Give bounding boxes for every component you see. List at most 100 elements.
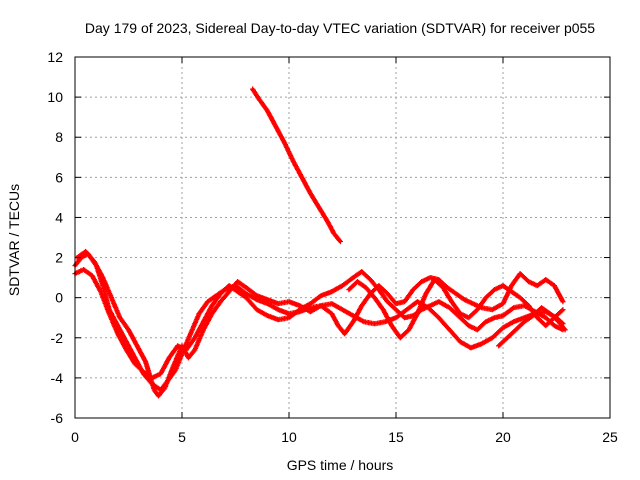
data-point — [219, 300, 222, 303]
data-point — [110, 296, 113, 299]
data-point — [356, 280, 359, 283]
data-point — [381, 308, 385, 311]
series-track-2 — [72, 267, 566, 381]
data-point — [501, 302, 505, 305]
data-point — [347, 288, 351, 291]
data-point — [510, 284, 513, 287]
data-point — [510, 290, 513, 293]
data-point — [266, 298, 269, 301]
data-point — [394, 308, 398, 311]
data-point — [429, 276, 432, 279]
data-point — [309, 306, 312, 309]
y-tick-label: 2 — [55, 250, 63, 266]
data-point — [527, 280, 530, 283]
data-point — [298, 308, 301, 311]
data-point — [469, 346, 473, 350]
data-point — [219, 292, 222, 295]
data-point — [332, 232, 336, 235]
data-point — [133, 362, 137, 366]
data-point — [319, 294, 323, 297]
data-point — [416, 300, 419, 303]
x-tick-label: 25 — [602, 429, 618, 445]
data-point — [125, 340, 128, 343]
data-point — [352, 320, 355, 323]
series-track-6 — [496, 305, 568, 349]
data-point — [236, 290, 239, 293]
data-point — [287, 316, 291, 319]
data-point — [206, 300, 209, 303]
data-point — [377, 284, 381, 287]
data-point — [189, 332, 192, 335]
x-tick-label: 5 — [178, 429, 186, 445]
series-track-4 — [250, 86, 343, 245]
data-point — [557, 320, 560, 323]
data-point — [90, 274, 94, 277]
data-point — [93, 260, 96, 263]
data-point — [403, 316, 406, 319]
y-tick-label: 6 — [55, 169, 63, 185]
data-point — [255, 294, 259, 297]
data-point — [330, 290, 333, 293]
data-point — [245, 286, 248, 289]
data-point — [501, 284, 505, 287]
data-point — [448, 306, 451, 309]
data-point — [360, 304, 363, 307]
data-point — [424, 292, 428, 295]
data-point — [512, 306, 515, 309]
data-point — [227, 284, 231, 287]
data-point — [463, 298, 466, 301]
data-point — [118, 316, 122, 319]
data-point — [317, 206, 321, 209]
data-point — [277, 308, 280, 311]
data-point — [491, 336, 494, 339]
data-point — [518, 272, 522, 275]
data-point — [386, 292, 389, 295]
data-point — [544, 316, 547, 319]
data-point — [341, 284, 344, 287]
data-point — [309, 302, 312, 305]
series-track-3 — [74, 248, 566, 399]
data-point — [512, 320, 515, 323]
data-point — [157, 394, 160, 398]
data-point — [236, 280, 239, 283]
data-series — [72, 86, 568, 399]
data-point — [497, 344, 500, 347]
y-tick-label: 10 — [47, 89, 63, 105]
data-point — [561, 300, 565, 303]
data-point — [384, 320, 387, 323]
data-point — [300, 176, 304, 179]
data-point — [360, 270, 363, 273]
data-point — [125, 348, 128, 352]
data-point — [527, 304, 530, 307]
data-point — [429, 304, 432, 307]
data-point — [287, 300, 291, 303]
data-point — [476, 328, 479, 331]
data-point — [108, 312, 111, 315]
data-point — [369, 278, 372, 281]
data-point — [450, 300, 453, 303]
data-point — [330, 302, 333, 305]
data-point — [266, 302, 269, 305]
data-point — [144, 360, 147, 364]
data-point — [544, 324, 547, 327]
data-point — [467, 316, 470, 319]
data-point — [403, 300, 406, 303]
chart-title: Day 179 of 2023, Sidereal Day-to-day VTE… — [85, 20, 595, 36]
y-tick-label: -6 — [51, 410, 64, 426]
data-point — [99, 290, 102, 293]
data-point — [163, 386, 167, 390]
data-point — [501, 314, 505, 317]
data-point — [454, 292, 458, 295]
data-point — [343, 332, 346, 335]
data-point — [518, 296, 522, 299]
data-point — [437, 316, 440, 319]
data-point — [563, 328, 567, 331]
plot-frame — [74, 56, 611, 419]
data-point — [180, 344, 184, 347]
data-point — [416, 312, 419, 315]
data-point — [82, 268, 85, 271]
data-point — [257, 97, 261, 101]
data-point — [167, 356, 171, 360]
y-tick-label: 4 — [55, 209, 63, 225]
